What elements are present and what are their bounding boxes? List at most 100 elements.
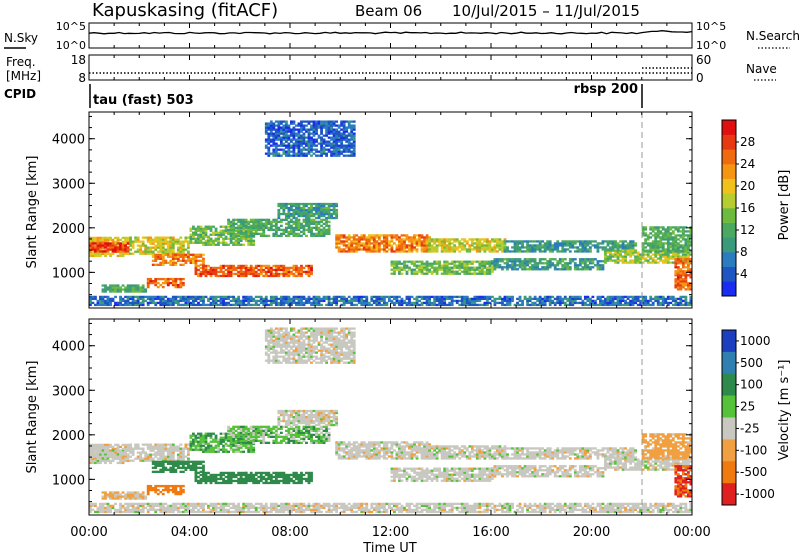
power-cell — [217, 241, 220, 244]
power-cell — [365, 236, 369, 239]
power-cell — [398, 268, 401, 271]
velocity-cell — [129, 451, 133, 454]
power-cell — [385, 242, 389, 245]
power-cell — [689, 272, 693, 275]
power-cell — [194, 297, 198, 301]
power-cell — [292, 120, 296, 123]
power-cell — [169, 253, 173, 256]
power-cell — [485, 301, 489, 305]
power-cell — [651, 261, 655, 264]
power-cell — [634, 295, 638, 299]
velocity-cell — [89, 447, 92, 451]
power-cell — [438, 262, 442, 265]
velocity-cell — [124, 457, 127, 460]
power-cell — [194, 264, 198, 268]
velocity-cell — [134, 443, 138, 446]
power-cell — [641, 228, 645, 231]
power-cell — [300, 210, 303, 214]
power-cell — [398, 242, 401, 245]
power-cell — [666, 236, 670, 239]
power-cell — [305, 204, 308, 208]
power-cell — [264, 130, 268, 133]
power-cell — [362, 295, 366, 299]
power-cell — [576, 264, 580, 267]
power-cell — [448, 272, 452, 275]
power-cell — [686, 274, 690, 277]
power-cell — [169, 259, 173, 262]
power-cell — [664, 297, 668, 301]
power-cell — [669, 251, 673, 254]
power-cell — [664, 248, 668, 251]
power-cell — [335, 212, 339, 216]
power-cell — [114, 303, 117, 307]
power-cell — [297, 218, 301, 221]
power-cell — [651, 259, 655, 262]
power-cell — [468, 238, 472, 241]
power-cell — [631, 242, 635, 245]
power-cell — [588, 262, 592, 265]
power-cell — [626, 251, 630, 254]
power-cell — [274, 150, 278, 153]
power-cell — [101, 290, 105, 293]
power-cell — [568, 244, 572, 247]
power-cell — [561, 258, 565, 261]
power-cell — [159, 283, 163, 287]
power-cell — [207, 239, 210, 242]
power-cell — [624, 251, 627, 254]
power-cell — [109, 288, 112, 291]
station-title: Kapuskasing (fitACF) — [92, 0, 278, 21]
power-cell — [184, 297, 188, 301]
power-cell — [335, 134, 339, 137]
power-cell — [651, 234, 655, 237]
power-cell — [393, 262, 396, 265]
power-cell — [282, 295, 286, 299]
power-cell — [244, 218, 248, 221]
power-cell — [119, 301, 122, 305]
power-cell — [237, 299, 241, 303]
power-cell — [614, 249, 617, 252]
power-cell — [536, 248, 540, 251]
power-cell — [390, 268, 394, 271]
power-cell — [279, 220, 283, 223]
power-cell — [335, 124, 339, 127]
velocity-cell — [101, 445, 105, 449]
power-cell — [382, 297, 386, 301]
power-cell — [639, 259, 643, 262]
power-cell — [470, 260, 474, 263]
power-cell — [629, 253, 632, 256]
power-cell — [453, 244, 457, 247]
power-cell — [212, 268, 215, 272]
power-cell — [295, 226, 298, 229]
power-cell — [347, 126, 351, 129]
power-cell — [596, 248, 600, 251]
date-range-title: 10/Jul/2015 – 11/Jul/2015 — [452, 2, 640, 20]
power-cell — [282, 138, 286, 141]
power-cell — [297, 220, 301, 223]
power-cell — [360, 242, 364, 245]
power-cell — [669, 301, 673, 305]
power-cell — [435, 262, 439, 265]
power-cell — [305, 212, 308, 216]
velocity-cell — [166, 447, 170, 450]
power-cell — [666, 253, 670, 256]
power-cell — [189, 235, 193, 238]
velocity-cell — [166, 443, 170, 446]
power-cell — [666, 238, 670, 241]
power-colorbar-swatch — [722, 164, 736, 179]
power-cell — [423, 262, 426, 265]
power-cell — [277, 214, 281, 218]
velocity-cell — [89, 449, 92, 452]
power-cell — [267, 268, 271, 272]
power-cell — [277, 130, 281, 133]
velocity-cell — [169, 455, 173, 458]
power-cell — [264, 152, 268, 155]
power-cell — [274, 230, 278, 234]
power-cell — [174, 242, 178, 245]
power-cell — [435, 248, 439, 251]
power-cell — [583, 303, 587, 307]
power-cell — [470, 262, 474, 265]
power-cell — [639, 295, 643, 299]
power-cell — [506, 297, 509, 301]
power-cell — [433, 297, 437, 301]
power-cell — [546, 299, 550, 303]
